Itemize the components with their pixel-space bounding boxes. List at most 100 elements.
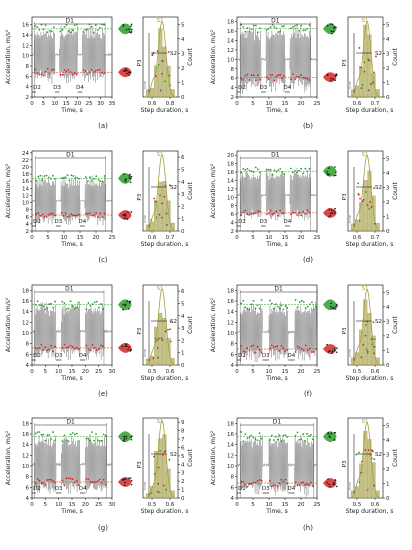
- step-duration-point: [165, 224, 168, 226]
- time-box-label: time: [143, 482, 147, 490]
- high-peak-sample: [130, 436, 132, 439]
- step-duration-point: [159, 450, 162, 452]
- acc-tick-label: 4: [26, 222, 30, 228]
- low-peak-distribution: [118, 67, 132, 78]
- pause-label-d2: D2: [33, 219, 41, 225]
- time-tick-label: 30: [109, 502, 116, 508]
- low-peak-sample: [331, 350, 334, 352]
- low-peak-point: [256, 479, 259, 482]
- count-tick-label: 3: [181, 326, 185, 332]
- acc-tick-label: 8: [26, 64, 30, 70]
- s2-label: S2: [170, 319, 177, 325]
- s1-label: S1: [157, 18, 164, 24]
- low-peak-point: [279, 73, 282, 76]
- histogram-bar: [145, 224, 150, 232]
- low-peak-point: [35, 213, 38, 215]
- high-peak-point: [61, 440, 64, 442]
- p3-label: P3: [137, 193, 143, 200]
- high-peak-point: [43, 175, 46, 177]
- step-duration-point: [357, 182, 360, 185]
- high-peak-point: [296, 306, 299, 309]
- high-peak-point: [99, 26, 101, 29]
- high-peak-point: [73, 433, 76, 436]
- low-peak-point: [78, 213, 80, 216]
- d1-label: D1: [274, 286, 283, 293]
- histogram-bar: [162, 46, 167, 98]
- low-peak-point: [89, 349, 92, 352]
- acc-tick-label: 12: [227, 187, 234, 193]
- high-peak-sample: [333, 174, 336, 177]
- count-tick-label: 3: [181, 471, 185, 477]
- high-peak-point: [240, 171, 243, 174]
- high-peak-point: [36, 431, 39, 434]
- high-peak-point: [86, 28, 89, 31]
- step-duration-point: [368, 207, 371, 210]
- acc-tick-label: 10: [22, 54, 29, 60]
- step-duration-point: [363, 70, 366, 73]
- pause-label-d2: D2: [33, 85, 41, 91]
- high-peak-point: [278, 307, 281, 310]
- step-duration-point: [374, 222, 376, 225]
- acc-tick-label: 2: [231, 229, 235, 235]
- low-peak-point: [73, 481, 76, 484]
- high-peak-sample: [128, 177, 131, 179]
- high-peak-point: [284, 434, 287, 437]
- count-axis-label: Count: [187, 315, 194, 333]
- time-tick-label: 10: [55, 502, 62, 508]
- low-peak-point: [45, 216, 48, 218]
- low-peak-point: [265, 76, 268, 78]
- time-tick-label: 35: [109, 101, 116, 107]
- high-peak-point: [244, 306, 247, 309]
- low-peak-point: [99, 212, 102, 215]
- low-peak-point: [48, 348, 51, 351]
- acc-tick-label: 12: [22, 193, 29, 199]
- high-peak-point: [89, 439, 92, 442]
- low-peak-sample: [326, 481, 329, 484]
- acc-tick-label: 8: [26, 208, 30, 214]
- low-peak-point: [265, 213, 268, 215]
- acc-tick-label: 10: [227, 57, 234, 63]
- step-duration-point: [153, 472, 156, 475]
- step-duration-point: [162, 453, 164, 456]
- high-peak-point: [258, 307, 261, 310]
- panel-label: (c): [98, 256, 108, 264]
- low-peak-sample: [329, 350, 331, 352]
- time-tick-label: 20: [298, 235, 305, 241]
- low-peak-point: [254, 79, 257, 82]
- high-peak-point: [84, 28, 87, 31]
- histogram-bar: [154, 65, 159, 98]
- high-peak-point: [62, 176, 65, 179]
- time-tick-label: 5: [251, 101, 255, 107]
- step-duration-point: [362, 198, 365, 201]
- low-peak-point: [311, 484, 314, 487]
- kde-curve: [349, 154, 382, 232]
- low-peak-point: [50, 478, 53, 481]
- count-axis-label: Count: [392, 47, 399, 65]
- low-peak-point: [54, 214, 56, 217]
- low-peak-point: [36, 72, 39, 75]
- low-peak-point: [289, 78, 292, 81]
- low-peak-point: [75, 73, 78, 75]
- low-peak-point: [256, 74, 259, 76]
- high-peak-sample: [129, 300, 132, 303]
- high-peak-point: [296, 431, 299, 434]
- acc-tick-label: 18: [22, 288, 29, 294]
- low-peak-point: [75, 479, 78, 482]
- high-peak-sample: [331, 307, 334, 310]
- low-peak-point: [273, 79, 276, 82]
- high-peak-point: [38, 431, 41, 433]
- high-peak-sample: [129, 173, 131, 176]
- step-duration-point: [371, 343, 374, 346]
- count-axis-label: Count: [392, 448, 399, 466]
- histogram-bar: [350, 357, 355, 366]
- time-tick-label: 10: [266, 101, 273, 107]
- low-peak-sample: [335, 351, 338, 354]
- step-duration-point: [370, 457, 373, 460]
- pause-label-d3: D3: [260, 85, 268, 91]
- high-peak-point: [46, 307, 49, 310]
- high-peak-point: [68, 179, 71, 182]
- time-tick-label: 15: [282, 235, 289, 241]
- acc-tick-label: 10: [22, 331, 29, 337]
- acc-tick-label: 12: [227, 453, 234, 459]
- low-peak-point: [298, 76, 301, 78]
